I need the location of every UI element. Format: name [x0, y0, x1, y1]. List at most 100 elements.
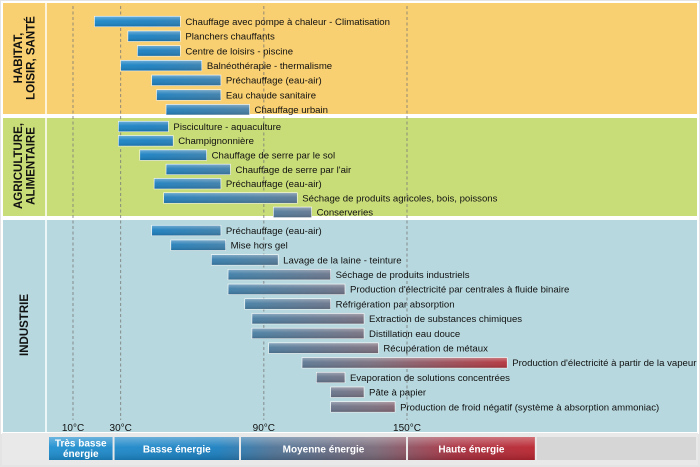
energy-category-sheen	[49, 437, 113, 460]
section-label-line: ALIMENTAIRE	[26, 127, 38, 205]
bar-row: Préchauffage (eau-air)	[151, 74, 322, 87]
bar-row: Préchauffage (eau-air)	[153, 178, 322, 190]
bar-row: Extraction de substances chimiques	[251, 313, 522, 325]
section-label: HABITAT,LOISIR, SANTÉ	[13, 16, 38, 100]
bar-label: Mise hors gel	[231, 241, 288, 252]
bar-row: Eau chaude sanitaire	[156, 89, 316, 101]
bar-row: Evaporation de solutions concentrées	[316, 371, 510, 384]
bar-sheen	[211, 254, 279, 266]
bar-row: Champignonnière	[118, 135, 254, 147]
bar-sheen	[251, 313, 365, 324]
bar-sheen	[151, 225, 221, 236]
bar-row: Lavage de la laine - teinture	[211, 254, 402, 266]
bar-label: Récupération de métaux	[383, 344, 488, 355]
bar-row: Chauffage de serre par l'air	[165, 163, 352, 176]
section-label-line: HABITAT,	[13, 33, 25, 84]
bar-row: Pâte à papier	[330, 386, 427, 399]
bar-label: Champignonnière	[178, 136, 254, 147]
bar-row: Réfrigération par absorption	[244, 298, 455, 310]
section-label-line: LOISIR, SANTÉ	[25, 16, 38, 100]
bar-label: Extraction de substances chimiques	[369, 314, 522, 325]
bar-label: Préchauffage (eau-air)	[226, 179, 322, 190]
bar-label: Production d'électricité par centrales à…	[350, 285, 569, 296]
bar-sheen	[137, 45, 181, 57]
bar-sheen	[228, 269, 331, 280]
bar-label: Chauffage de serre par l'air	[235, 165, 352, 176]
bar-sheen	[273, 207, 312, 218]
bar-row: Balnéothérapie - thermalisme	[120, 60, 332, 72]
bar-row: Conserveries	[273, 206, 374, 219]
energy-category: Très basse énergie	[49, 437, 113, 460]
bar-row: Récupération de métaux	[268, 342, 488, 355]
bar-label: Evaporation de solutions concentrées	[350, 373, 510, 384]
section-label-group: HABITAT,LOISIR, SANTÉ	[13, 16, 38, 100]
bar-label: Chauffage de serre par le sol	[212, 151, 336, 162]
energy-category-label-line: Moyenne énergie	[283, 445, 365, 456]
section-label-line: AGRICULTURE,	[13, 123, 25, 209]
bar-row: Production d'électricité à partir de la …	[301, 357, 697, 369]
bar-label: Séchage de produits industriels	[336, 270, 470, 281]
tick-label: 30°C	[110, 423, 132, 434]
bar-label: Eau chaude sanitaire	[226, 90, 316, 101]
bar-label: Séchage de produits agricoles, bois, poi…	[302, 193, 497, 204]
section-industrie-bg	[1, 218, 699, 434]
energy-category-label-line: énergie	[63, 449, 99, 460]
energy-category-label-line: Basse énergie	[143, 445, 211, 456]
bar-sheen	[154, 178, 221, 189]
bar-sheen	[244, 298, 331, 310]
bar-row: Pisciculture - aquaculture	[118, 120, 281, 133]
energy-category-sheen	[241, 437, 406, 460]
section-label-line: INDUSTRIE	[19, 294, 31, 356]
energy-category-label: Basse énergie	[143, 445, 211, 456]
bar-row: Séchage de produits agricoles, bois, poi…	[163, 192, 498, 204]
bar-sheen	[228, 284, 345, 295]
bar-sheen	[251, 328, 365, 339]
energy-category-label: Haute énergie	[438, 445, 505, 456]
bar-label: Planchers chauffants	[185, 32, 275, 43]
bar-sheen	[302, 357, 508, 369]
energy-strip-end	[536, 437, 696, 460]
bar-label: Préchauffage (eau-air)	[226, 76, 322, 87]
bar-row: Planchers chauffants	[127, 30, 275, 43]
bar-sheen	[316, 372, 345, 383]
bar-row: Chauffage de serre par le sol	[139, 149, 336, 162]
bar-row: Chauffage avec pompe à chaleur - Climati…	[94, 15, 390, 28]
energy-category-label-line: Très basse	[55, 439, 107, 450]
bar-sheen	[118, 135, 174, 147]
energy-category-label: Très basse énergie	[55, 439, 107, 461]
energy-category-label: Moyenne énergie	[283, 445, 365, 456]
bar-sheen	[330, 401, 396, 413]
bar-row: Distillation eau douce	[251, 327, 460, 340]
bar-sheen	[120, 60, 202, 71]
bar-row: Mise hors gel	[170, 239, 288, 252]
tick-label: 90°C	[253, 423, 275, 434]
energy-category: Moyenne énergie	[241, 437, 406, 460]
bar-sheen	[170, 239, 226, 251]
bar-label: Conserveries	[317, 208, 374, 219]
bar-sheen	[268, 342, 379, 354]
bar-sheen	[330, 386, 365, 398]
section-label-group: INDUSTRIE	[19, 294, 31, 356]
bar-sheen	[151, 75, 221, 86]
bar-sheen	[139, 149, 207, 161]
bar-sheen	[118, 121, 169, 132]
energy-category: Haute énergie	[408, 437, 535, 460]
bar-row: Séchage de produits industriels	[227, 269, 470, 281]
bar-label: Chauffage urbain	[255, 105, 328, 116]
bar-row: Centre de loisirs - piscine	[137, 45, 293, 57]
section-label: AGRICULTURE,ALIMENTAIRE	[13, 123, 38, 209]
section-label: INDUSTRIE	[19, 294, 31, 356]
tick-label: 150°C	[393, 423, 421, 434]
bar-sheen	[127, 30, 181, 42]
bar-sheen	[166, 104, 250, 115]
bar-label: Réfrigération par absorption	[336, 299, 455, 310]
bar-label: Production de froid négatif (système à a…	[400, 402, 659, 413]
bar-label: Pâte à papier	[369, 388, 427, 399]
energy-category-sheen	[408, 437, 535, 460]
bar-label: Lavage de la laine - teinture	[283, 255, 401, 266]
bar-sheen	[94, 16, 181, 27]
bar-sheen	[166, 164, 231, 175]
energy-category: Basse énergie	[114, 437, 239, 460]
section-agriculture-bg	[1, 116, 699, 218]
